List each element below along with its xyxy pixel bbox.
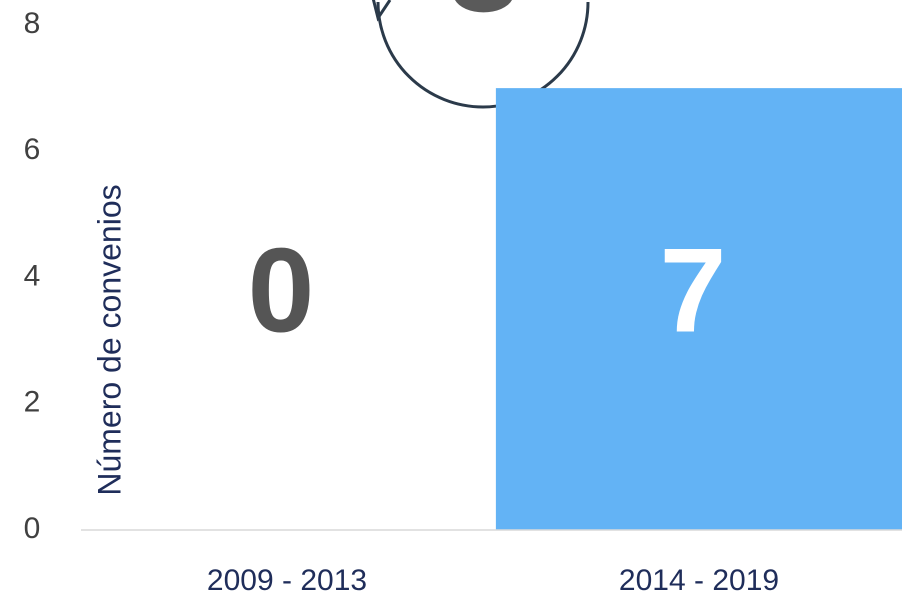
y-tick-label: 0 bbox=[24, 512, 41, 545]
decorative-icon bbox=[371, 0, 590, 109]
icon-arrow bbox=[371, 0, 392, 22]
data-label: 0 bbox=[248, 224, 315, 358]
bar bbox=[495, 88, 902, 530]
x-tick-label: 2014 - 2019 bbox=[619, 564, 779, 597]
y-tick-label: 4 bbox=[24, 259, 41, 292]
y-axis-title: Número de convenios bbox=[91, 184, 127, 495]
y-tick-label: 8 bbox=[24, 7, 41, 40]
y-tick-label: 2 bbox=[24, 386, 41, 419]
y-tick-label: 6 bbox=[24, 133, 41, 166]
icon-arc bbox=[376, 1, 590, 109]
x-tick-label: 2009 - 2013 bbox=[207, 564, 367, 597]
icon-fill bbox=[455, 0, 512, 13]
data-label: 7 bbox=[660, 224, 727, 358]
